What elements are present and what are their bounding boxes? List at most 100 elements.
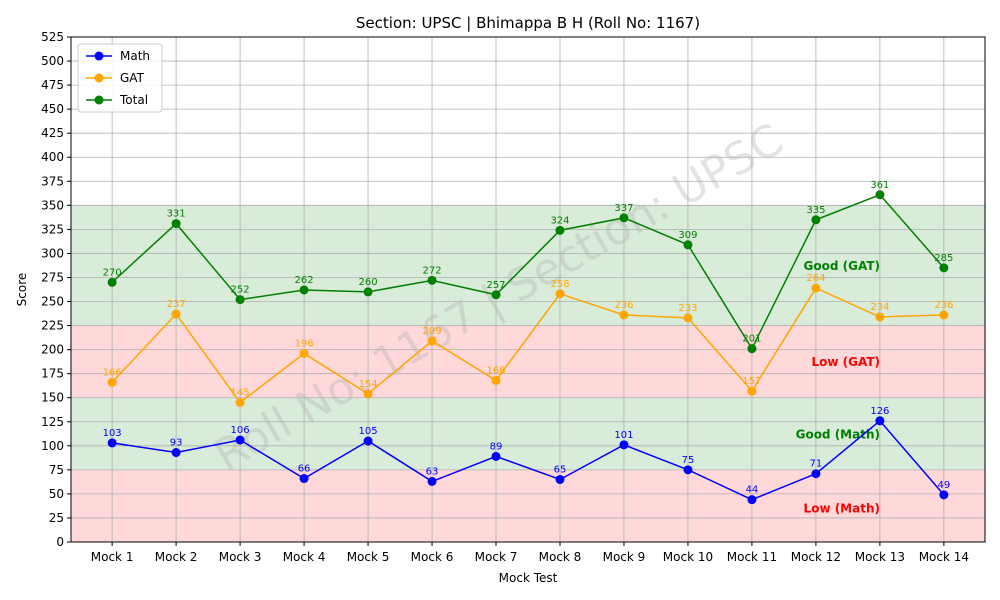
data-label-total-6: 272	[422, 265, 441, 276]
data-label-math-6: 63	[426, 466, 439, 477]
point-math-3	[235, 435, 245, 445]
point-gat-9	[619, 310, 629, 320]
x-tick-label-3: Mock 3	[219, 550, 262, 564]
point-total-9	[619, 213, 629, 223]
data-label-gat-10: 233	[678, 303, 697, 314]
data-label-total-4: 262	[295, 275, 314, 286]
point-gat-4	[299, 348, 309, 358]
point-math-10	[683, 465, 693, 475]
point-gat-2	[171, 309, 181, 319]
data-label-gat-14: 236	[934, 300, 953, 311]
y-tick-label-6: 150	[41, 391, 64, 405]
legend-label-math: Math	[120, 49, 150, 63]
y-tick-label-11: 275	[41, 270, 64, 284]
x-tick-label-7: Mock 7	[475, 550, 518, 564]
point-gat-7	[491, 375, 501, 385]
data-label-gat-13: 234	[870, 302, 889, 313]
point-gat-3	[235, 398, 245, 408]
x-tick-label-13: Mock 13	[855, 550, 905, 564]
data-label-total-2: 331	[167, 209, 186, 220]
point-total-14	[939, 263, 949, 273]
point-total-7	[491, 290, 501, 300]
data-label-math-11: 44	[746, 485, 759, 496]
point-total-5	[363, 287, 373, 297]
y-tick-label-18: 450	[41, 102, 64, 116]
y-tick-label-21: 525	[41, 30, 64, 44]
x-tick-label-2: Mock 2	[155, 550, 198, 564]
data-label-gat-8: 258	[550, 279, 569, 290]
data-label-total-3: 252	[231, 285, 250, 296]
legend-marker-gat	[94, 73, 104, 83]
point-gat-11	[747, 386, 757, 396]
band-0	[71, 469, 985, 542]
x-tick-label-11: Mock 11	[727, 550, 777, 564]
data-label-total-5: 260	[359, 277, 378, 288]
data-label-math-12: 71	[810, 459, 823, 470]
y-tick-label-7: 175	[41, 367, 64, 381]
y-tick-label-14: 350	[41, 198, 64, 212]
legend: Math GAT Total	[77, 43, 163, 113]
point-math-7	[491, 451, 501, 461]
x-tick-label-10: Mock 10	[663, 550, 713, 564]
point-math-5	[363, 436, 373, 446]
data-label-gat-12: 264	[806, 273, 825, 284]
bands-layer	[71, 205, 985, 542]
point-math-12	[811, 469, 821, 479]
x-axis-title: Mock Test	[499, 571, 558, 585]
series-layer	[107, 190, 949, 505]
point-total-8	[555, 225, 565, 235]
point-total-12	[811, 215, 821, 225]
data-label-math-8: 65	[554, 464, 567, 475]
data-label-math-9: 101	[614, 430, 633, 441]
series-line-total	[111, 193, 945, 351]
data-label-math-10: 75	[682, 455, 695, 466]
y-tick-label-15: 375	[41, 174, 64, 188]
y-tick-label-16: 400	[41, 150, 64, 164]
y-tick-label-3: 75	[49, 463, 64, 477]
point-gat-12	[811, 283, 821, 293]
data-label-math-14: 49	[938, 480, 951, 491]
chart-title: Section: UPSC | Bhimappa B H (Roll No: 1…	[356, 14, 700, 32]
point-gat-13	[875, 312, 885, 322]
data-label-total-10: 309	[678, 230, 697, 241]
y-tick-label-5: 125	[41, 415, 64, 429]
legend-box	[77, 43, 163, 113]
point-gat-10	[683, 313, 693, 323]
y-tick-label-13: 325	[41, 222, 64, 236]
point-total-6	[427, 275, 437, 285]
data-label-total-7: 257	[486, 280, 505, 291]
point-math-2	[171, 448, 181, 458]
data-label-gat-7: 168	[486, 365, 505, 376]
data-label-gat-6: 209	[422, 326, 441, 337]
legend-label-gat: GAT	[120, 71, 145, 85]
band-label-2: Low (GAT)	[811, 355, 880, 369]
data-label-total-1: 270	[103, 267, 122, 278]
y-tick-label-0: 0	[56, 535, 64, 549]
data-label-math-5: 105	[359, 426, 378, 437]
point-gat-14	[939, 310, 949, 320]
data-label-gat-1: 166	[103, 367, 122, 378]
band-1	[71, 397, 985, 470]
y-tick-label-9: 225	[41, 319, 64, 333]
data-label-math-4: 66	[298, 464, 311, 475]
point-math-4	[299, 474, 309, 484]
band-label-3: Good (GAT)	[804, 259, 880, 273]
point-math-6	[427, 476, 437, 486]
point-total-10	[683, 240, 693, 250]
x-tick-label-14: Mock 14	[919, 550, 969, 564]
y-tick-label-20: 500	[41, 54, 64, 68]
x-tick-label-1: Mock 1	[91, 550, 134, 564]
x-tick-label-8: Mock 8	[539, 550, 582, 564]
x-tick-label-12: Mock 12	[791, 550, 841, 564]
legend-marker-total	[94, 95, 104, 105]
point-math-8	[555, 474, 565, 484]
point-total-13	[875, 190, 885, 200]
x-tick-label-6: Mock 6	[411, 550, 454, 564]
point-gat-6	[427, 336, 437, 346]
y-axis-title: Score	[15, 273, 29, 307]
point-total-3	[235, 295, 245, 305]
data-labels-layer: 103 93 106 66 105 63 89 65 101 75 44 71 126 49 166 237 1…	[103, 180, 954, 496]
data-label-total-11: 201	[742, 334, 761, 345]
axes-layer: 0 25 50 75 100 125 150 175 200 225 250 275 300 325 350…	[41, 30, 986, 564]
